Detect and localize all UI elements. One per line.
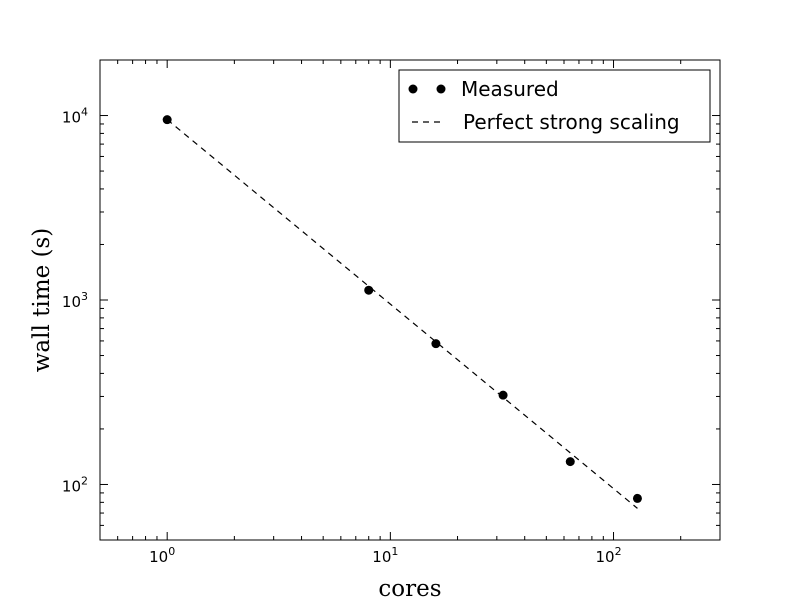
plot-frame — [99, 59, 721, 541]
y-tick-label: 103 — [62, 290, 88, 311]
legend: Measured Perfect strong scaling — [398, 69, 711, 143]
measured-point — [632, 493, 642, 503]
y-tick-labels: 102 103 104 — [62, 106, 88, 496]
axis-ticks — [99, 59, 721, 541]
plot-area — [162, 115, 642, 509]
legend-measured-label: Measured — [461, 77, 559, 101]
perfect-scaling-line — [166, 119, 638, 509]
legend-measured-marker — [436, 84, 446, 94]
x-axis-title: cores — [378, 576, 441, 600]
legend-box — [398, 69, 711, 143]
measured-point — [431, 339, 441, 349]
legend-perfect-scaling-label: Perfect strong scaling — [463, 110, 680, 134]
measured-point — [364, 285, 374, 295]
x-tick-labels: 100 101 102 — [149, 545, 621, 566]
measured-point — [162, 115, 172, 125]
x-tick-label: 102 — [595, 545, 621, 566]
x-tick-label: 101 — [372, 545, 398, 566]
x-tick-label: 100 — [149, 545, 175, 566]
measured-point — [565, 457, 575, 467]
y-axis-title: wall time (s) — [29, 228, 55, 373]
measured-point — [498, 390, 508, 400]
y-tick-label: 102 — [62, 474, 88, 495]
legend-measured-marker — [408, 84, 418, 94]
y-tick-label: 104 — [62, 106, 88, 127]
